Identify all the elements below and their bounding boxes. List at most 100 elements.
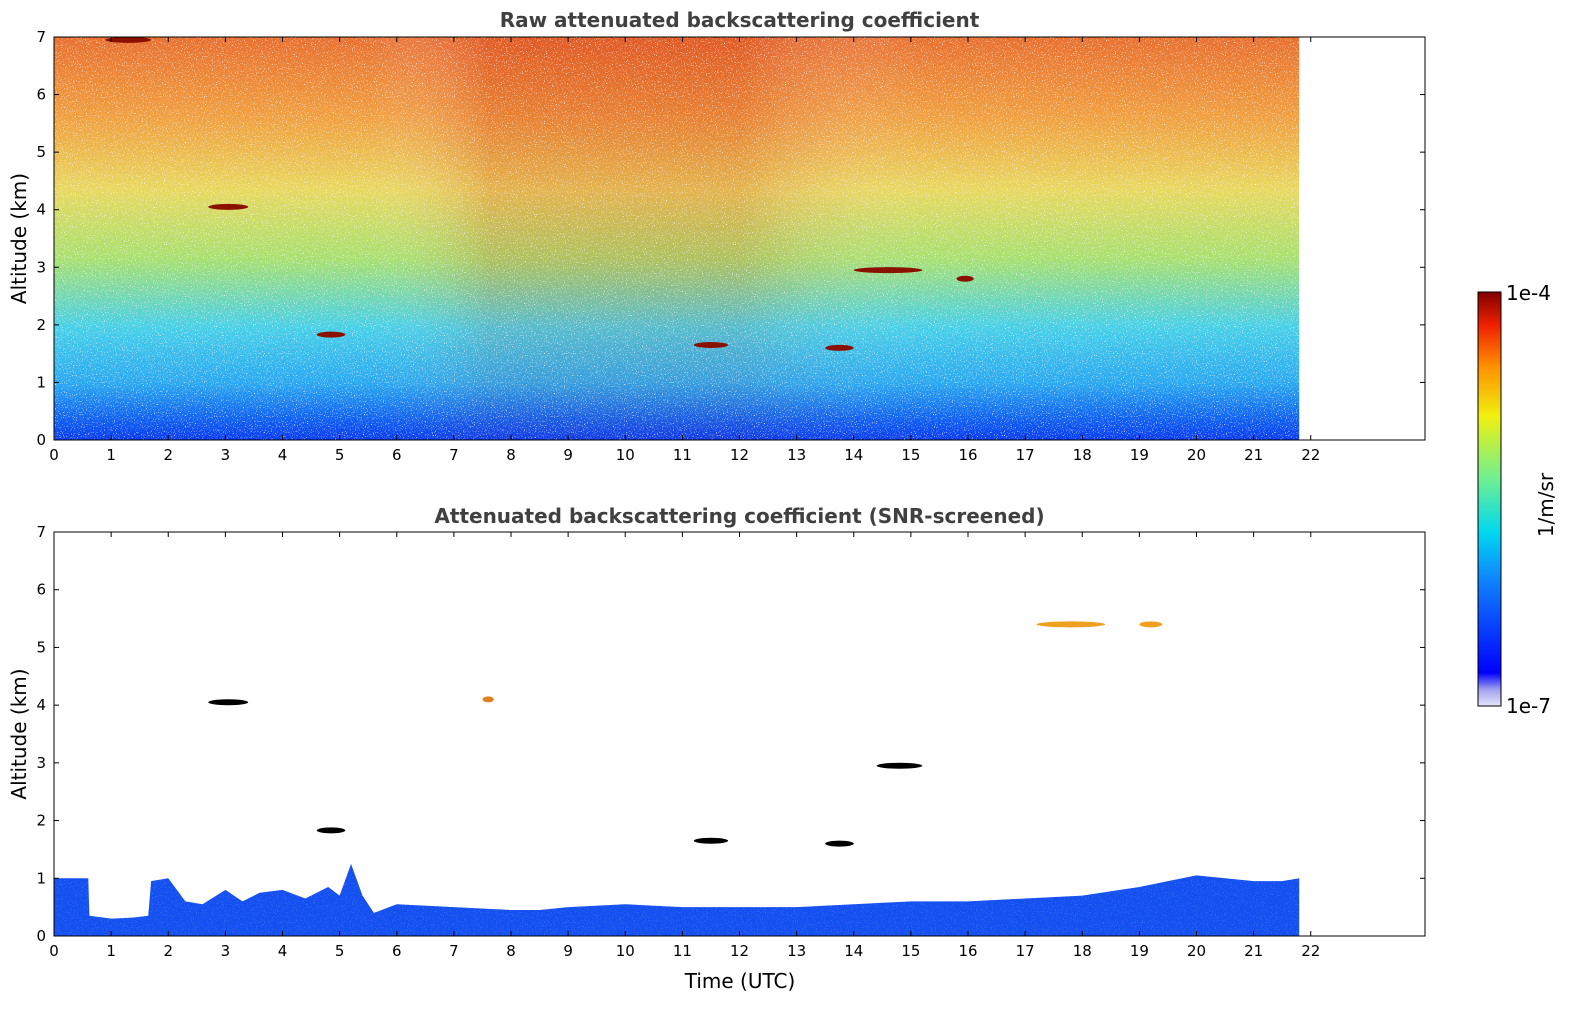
- snr-cloud-features: [208, 621, 1163, 847]
- x-tick-label: 15: [901, 446, 920, 464]
- x-tick-label: 6: [392, 446, 402, 464]
- x-tick-label: 4: [278, 942, 288, 960]
- y-tick-label: 3: [36, 754, 46, 772]
- y-tick-label: 7: [36, 523, 46, 541]
- raw-cloud-features: [105, 36, 974, 351]
- snr-x-ticks: 0 1 2 3 4 5 6 7 8 9 10 11 12 13 14 15 16 17 18 19 20 21 22: [49, 532, 1320, 960]
- cloud-layer-mark: [208, 203, 249, 210]
- x-tick-label: 9: [563, 942, 573, 960]
- cloud-layer-mark: [825, 840, 854, 847]
- cloud-layer-mark: [316, 331, 346, 338]
- x-tick-label: 16: [958, 446, 977, 464]
- x-tick-label: 20: [1187, 942, 1206, 960]
- raw-backscatter-field: [54, 37, 1300, 440]
- x-tick-label: 21: [1244, 446, 1263, 464]
- cloud-layer-mark: [482, 696, 494, 703]
- x-tick-label: 11: [673, 446, 692, 464]
- cloud-layer-mark: [693, 837, 729, 844]
- raw-y-axis-label: Altitude (km): [7, 173, 31, 304]
- cloud-layer-mark: [825, 344, 854, 351]
- x-tick-label: 18: [1073, 446, 1092, 464]
- raw-backscatter-panel: Raw attenuated backscattering coefficien…: [7, 8, 1426, 464]
- snr-y-ticks: 0 1 2 3 4 5 6 7: [36, 523, 1425, 945]
- x-tick-label: 21: [1244, 942, 1263, 960]
- x-tick-label: 12: [730, 446, 749, 464]
- y-tick-label: 3: [36, 258, 46, 276]
- y-tick-label: 6: [36, 86, 46, 104]
- x-tick-label: 18: [1073, 942, 1092, 960]
- x-tick-label: 2: [163, 942, 173, 960]
- y-tick-label: 4: [36, 696, 46, 714]
- x-tick-label: 14: [844, 446, 863, 464]
- snr-panel-title: Attenuated backscattering coefficient (S…: [434, 504, 1044, 528]
- x-tick-label: 14: [844, 942, 863, 960]
- raw-panel-title: Raw attenuated backscattering coefficien…: [500, 8, 980, 32]
- snr-y-axis-label: Altitude (km): [7, 668, 31, 799]
- colorbar-gradient: [1477, 291, 1502, 707]
- y-tick-label: 5: [36, 638, 46, 656]
- x-tick-label: 9: [563, 446, 573, 464]
- x-tick-label: 0: [49, 942, 59, 960]
- cloud-layer-mark: [956, 275, 974, 282]
- x-tick-label: 16: [958, 942, 977, 960]
- x-tick-label: 11: [673, 942, 692, 960]
- snr-screened-panel: Attenuated backscattering coefficient (S…: [7, 504, 1426, 993]
- y-tick-label: 1: [36, 869, 46, 887]
- x-tick-label: 7: [449, 942, 459, 960]
- raw-field-speckle: [54, 37, 1300, 440]
- x-tick-label: 13: [787, 942, 806, 960]
- cloud-layer-mark: [1036, 621, 1106, 628]
- cloud-layer-mark: [693, 342, 729, 349]
- y-tick-label: 0: [36, 431, 46, 449]
- colorbar-unit-label: 1/m/sr: [1534, 472, 1558, 537]
- y-tick-label: 7: [36, 28, 46, 46]
- x-tick-label: 17: [1016, 446, 1035, 464]
- x-tick-label: 10: [616, 446, 635, 464]
- x-tick-label: 1: [106, 446, 116, 464]
- y-tick-label: 5: [36, 143, 46, 161]
- snr-boundary-layer: [54, 863, 1300, 936]
- x-tick-label: 8: [506, 942, 516, 960]
- y-tick-label: 2: [36, 812, 46, 830]
- x-tick-label: 17: [1016, 942, 1035, 960]
- x-tick-label: 13: [787, 446, 806, 464]
- x-tick-label: 20: [1187, 446, 1206, 464]
- x-tick-label: 22: [1301, 942, 1320, 960]
- x-tick-label: 6: [392, 942, 402, 960]
- cloud-layer-mark: [876, 762, 923, 769]
- colorbar: 1e-4 1e-7 1/m/sr: [1477, 281, 1558, 718]
- x-tick-label: 3: [221, 446, 231, 464]
- y-tick-label: 2: [36, 316, 46, 334]
- y-tick-label: 4: [36, 201, 46, 219]
- y-tick-label: 1: [36, 373, 46, 391]
- x-tick-label: 19: [1130, 942, 1149, 960]
- x-tick-label: 22: [1301, 446, 1320, 464]
- x-tick-label: 4: [278, 446, 288, 464]
- x-tick-label: 2: [163, 446, 173, 464]
- snr-panel-frame: [53, 531, 1426, 937]
- x-axis-label: Time (UTC): [684, 969, 796, 993]
- x-tick-label: 0: [49, 446, 59, 464]
- cloud-layer-mark: [105, 36, 152, 43]
- x-tick-label: 10: [616, 942, 635, 960]
- x-tick-label: 15: [901, 942, 920, 960]
- boundary-layer-speckle: [54, 863, 1300, 936]
- raw-y-ticks: 0 1 2 3 4 5 6 7: [36, 28, 1425, 449]
- cloud-layer-mark: [853, 267, 923, 274]
- colorbar-min-label: 1e-7: [1506, 694, 1551, 718]
- cloud-layer-mark: [1139, 621, 1163, 628]
- raw-x-ticks: 0 1 2 3 4 5 6 7 8 9 10 11 12 13 14 15 16 17 18 19 20 21 22: [49, 37, 1320, 464]
- x-tick-label: 3: [221, 942, 231, 960]
- y-tick-label: 6: [36, 581, 46, 599]
- x-tick-label: 5: [335, 446, 345, 464]
- cloud-layer-mark: [316, 827, 346, 834]
- x-tick-label: 7: [449, 446, 459, 464]
- x-tick-label: 8: [506, 446, 516, 464]
- x-tick-label: 1: [106, 942, 116, 960]
- x-tick-label: 12: [730, 942, 749, 960]
- colorbar-max-label: 1e-4: [1506, 281, 1551, 305]
- x-tick-label: 19: [1130, 446, 1149, 464]
- x-tick-label: 5: [335, 942, 345, 960]
